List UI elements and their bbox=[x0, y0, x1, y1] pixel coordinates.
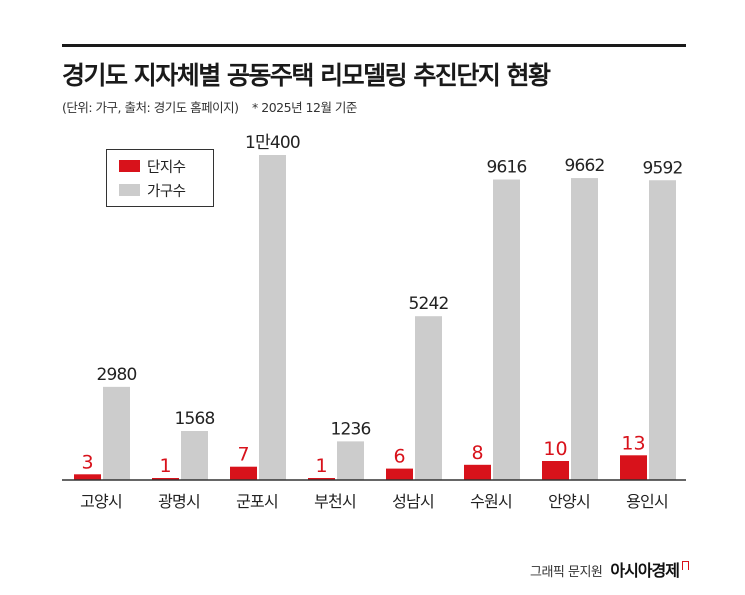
data-label-households-7: 9592 bbox=[642, 158, 682, 178]
bar-households-2 bbox=[259, 155, 286, 480]
bar-units-5 bbox=[464, 464, 491, 480]
legend-label-households: 가구수 bbox=[147, 183, 186, 200]
bar-households-7 bbox=[649, 180, 676, 480]
bar-units-0 bbox=[74, 474, 101, 480]
chart-title: 경기도 지자체별 공동주택 리모델링 추진단지 현황 bbox=[62, 61, 551, 90]
top-rule bbox=[62, 44, 686, 47]
data-label-units-5: 8 bbox=[471, 442, 483, 464]
source-note: (단위: 가구, 출처: 경기도 홈페이지) bbox=[62, 100, 239, 115]
x-tick-label-6: 안양시 bbox=[548, 492, 590, 511]
data-label-households-3: 1236 bbox=[330, 419, 370, 439]
data-label-households-6: 9662 bbox=[564, 156, 604, 176]
legend: 단지수 가구수 bbox=[106, 149, 214, 207]
bar-households-1 bbox=[181, 431, 208, 480]
data-label-units-6: 10 bbox=[543, 438, 567, 460]
legend-item-units: 단지수 bbox=[119, 156, 186, 176]
data-label-units-0: 3 bbox=[81, 451, 93, 473]
bar-units-1 bbox=[152, 478, 179, 480]
data-label-units-7: 13 bbox=[621, 432, 645, 454]
credit-author: 그래픽 문지원 bbox=[529, 565, 603, 580]
data-label-households-1: 1568 bbox=[174, 409, 214, 429]
chart-subtitle: (단위: 가구, 출처: 경기도 홈페이지) * 2025년 12월 기준 bbox=[62, 97, 357, 116]
bar-units-2 bbox=[230, 466, 257, 480]
x-tick-label-4: 성남시 bbox=[392, 492, 434, 511]
legend-swatch-households bbox=[119, 184, 140, 196]
bar-units-7 bbox=[620, 455, 647, 480]
data-label-households-5: 9616 bbox=[486, 158, 526, 178]
bar-households-5 bbox=[493, 179, 520, 480]
brand-mark-icon bbox=[682, 561, 689, 570]
bar-households-3 bbox=[337, 441, 364, 480]
x-tick-label-5: 수원시 bbox=[470, 492, 512, 511]
data-label-units-2: 7 bbox=[237, 444, 249, 466]
bar-households-0 bbox=[103, 386, 130, 480]
legend-item-households: 가구수 bbox=[119, 180, 186, 200]
legend-label-units: 단지수 bbox=[147, 159, 186, 176]
credit-brand: 아시아경제 bbox=[610, 561, 680, 580]
data-label-households-2: 1만400 bbox=[245, 133, 300, 153]
data-label-units-3: 1 bbox=[315, 455, 327, 477]
data-label-households-4: 5242 bbox=[408, 294, 448, 314]
data-label-households-0: 2980 bbox=[96, 365, 136, 385]
data-label-units-4: 6 bbox=[393, 446, 405, 468]
x-tick-label-1: 광명시 bbox=[158, 492, 200, 511]
date-note: * 2025년 12월 기준 bbox=[252, 100, 357, 115]
x-tick-label-7: 용인시 bbox=[626, 492, 668, 511]
bar-households-6 bbox=[571, 178, 598, 480]
legend-swatch-units bbox=[119, 160, 140, 172]
bar-units-6 bbox=[542, 461, 569, 480]
x-tick-label-0: 고양시 bbox=[80, 492, 122, 511]
bar-households-4 bbox=[415, 316, 442, 480]
x-tick-label-3: 부천시 bbox=[314, 492, 356, 511]
x-tick-label-2: 군포시 bbox=[236, 492, 278, 511]
bar-units-4 bbox=[386, 468, 413, 480]
data-label-units-1: 1 bbox=[159, 455, 171, 477]
credit: 그래픽 문지원 아시아경제 bbox=[530, 557, 689, 581]
bar-units-3 bbox=[308, 478, 335, 480]
